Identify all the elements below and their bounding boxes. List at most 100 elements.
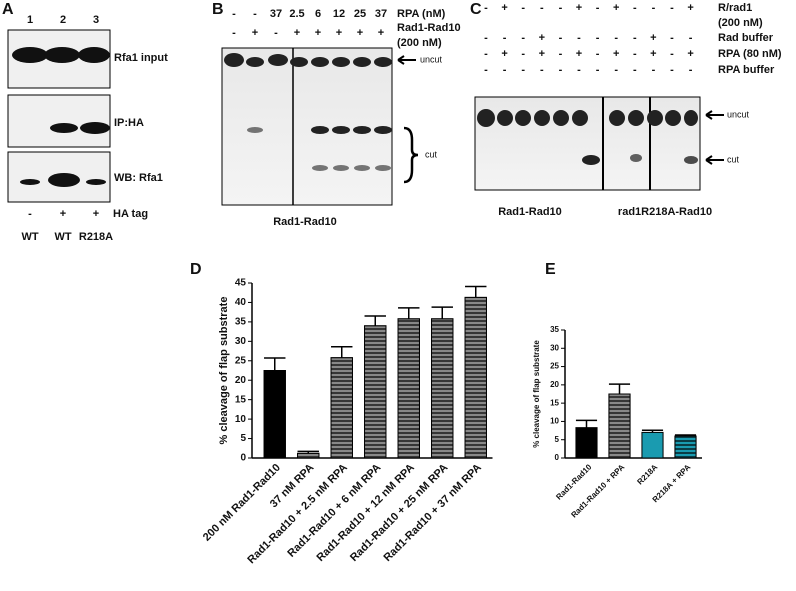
label: - bbox=[614, 32, 618, 44]
label: + bbox=[60, 208, 66, 220]
label: - bbox=[484, 64, 488, 76]
label: 12 bbox=[333, 8, 345, 20]
label: cut bbox=[425, 149, 438, 159]
panel-label: A bbox=[2, 1, 14, 18]
bands bbox=[477, 109, 698, 165]
y-tick-label: 0 bbox=[555, 453, 560, 462]
label: (200 nM) bbox=[718, 17, 763, 29]
error-bar bbox=[364, 315, 386, 326]
label: WT bbox=[21, 231, 38, 243]
label: RPA buffer bbox=[718, 64, 775, 76]
label: cut bbox=[727, 154, 740, 164]
label: - bbox=[633, 48, 637, 60]
label: - bbox=[689, 64, 693, 76]
brace bbox=[403, 126, 419, 184]
error-bar bbox=[297, 450, 319, 454]
label: - bbox=[503, 64, 507, 76]
label: + bbox=[687, 2, 693, 14]
label: - bbox=[633, 64, 637, 76]
error-bar bbox=[641, 429, 664, 433]
error-bar bbox=[674, 434, 697, 437]
y-tick-label: 25 bbox=[550, 362, 559, 371]
label: + bbox=[501, 2, 507, 14]
label: WT bbox=[54, 231, 71, 243]
arrow bbox=[397, 55, 416, 65]
bar-hatch bbox=[330, 357, 353, 459]
label: - bbox=[521, 48, 525, 60]
y-tick-label: 30 bbox=[235, 336, 247, 347]
label: - bbox=[652, 2, 656, 14]
label: - bbox=[670, 32, 674, 44]
bar bbox=[641, 431, 664, 459]
label: + bbox=[315, 27, 321, 39]
y-tick-label: 15 bbox=[550, 398, 559, 407]
label: - bbox=[577, 32, 581, 44]
y-tick-label: 15 bbox=[235, 394, 247, 405]
label: + bbox=[576, 2, 582, 14]
label: + bbox=[539, 32, 545, 44]
label: + bbox=[687, 48, 693, 60]
y-tick-label: 35 bbox=[550, 325, 559, 334]
label: HA tag bbox=[113, 208, 148, 220]
label: + bbox=[93, 208, 99, 220]
x-tick-label: R218A bbox=[635, 462, 659, 486]
label: + bbox=[336, 27, 342, 39]
label: - bbox=[670, 2, 674, 14]
bands bbox=[224, 53, 392, 171]
label: IP:HA bbox=[114, 117, 144, 129]
label: - bbox=[521, 2, 525, 14]
label: 3 bbox=[93, 14, 99, 26]
y-tick-label: 25 bbox=[235, 355, 247, 366]
label: - bbox=[232, 27, 236, 39]
label: - bbox=[484, 2, 488, 14]
y-tick-label: 30 bbox=[550, 343, 559, 352]
label: + bbox=[613, 2, 619, 14]
label: 37 bbox=[270, 8, 282, 20]
label: Rad1-Rad10 bbox=[397, 22, 461, 34]
label: - bbox=[484, 32, 488, 44]
gel bbox=[474, 96, 701, 191]
label: - bbox=[540, 2, 544, 14]
label: - bbox=[540, 64, 544, 76]
label: - bbox=[559, 32, 563, 44]
label: + bbox=[294, 27, 300, 39]
label: RPA (nM) bbox=[397, 8, 446, 20]
panel-label: B bbox=[212, 1, 224, 18]
label: - bbox=[614, 64, 618, 76]
y-tick-label: 45 bbox=[235, 278, 247, 289]
label: + bbox=[539, 48, 545, 60]
label: + bbox=[650, 32, 656, 44]
label: - bbox=[253, 8, 257, 20]
label: - bbox=[521, 32, 525, 44]
y-tick-label: 35 bbox=[235, 317, 247, 328]
label: 2.5 bbox=[289, 8, 304, 20]
label: - bbox=[274, 27, 278, 39]
label: uncut bbox=[420, 54, 443, 64]
label: - bbox=[596, 64, 600, 76]
label: - bbox=[596, 48, 600, 60]
label: R218A bbox=[79, 231, 113, 243]
label: - bbox=[633, 32, 637, 44]
blot bbox=[7, 94, 111, 148]
label: - bbox=[559, 48, 563, 60]
gel bbox=[221, 47, 393, 206]
label: + bbox=[501, 48, 507, 60]
panel-label: C bbox=[470, 1, 482, 18]
y-tick-label: 10 bbox=[235, 414, 247, 425]
label: - bbox=[596, 32, 600, 44]
panel-label: D bbox=[190, 261, 202, 278]
label: - bbox=[232, 8, 236, 20]
label: rad1R218A-Rad10 bbox=[618, 206, 712, 218]
label: - bbox=[633, 2, 637, 14]
y-tick-label: 40 bbox=[235, 297, 247, 308]
label: (200 nM) bbox=[397, 37, 442, 49]
label: 6 bbox=[315, 8, 321, 20]
label: R/rad1 bbox=[718, 2, 752, 14]
label: Rad buffer bbox=[718, 32, 774, 44]
error-bar bbox=[331, 346, 353, 358]
label: - bbox=[521, 64, 525, 76]
y-axis-label: % cleavage of flap substrate bbox=[532, 340, 541, 448]
bar-hatch bbox=[431, 318, 454, 459]
label: WB: Rfa1 bbox=[114, 172, 163, 184]
label: - bbox=[484, 48, 488, 60]
